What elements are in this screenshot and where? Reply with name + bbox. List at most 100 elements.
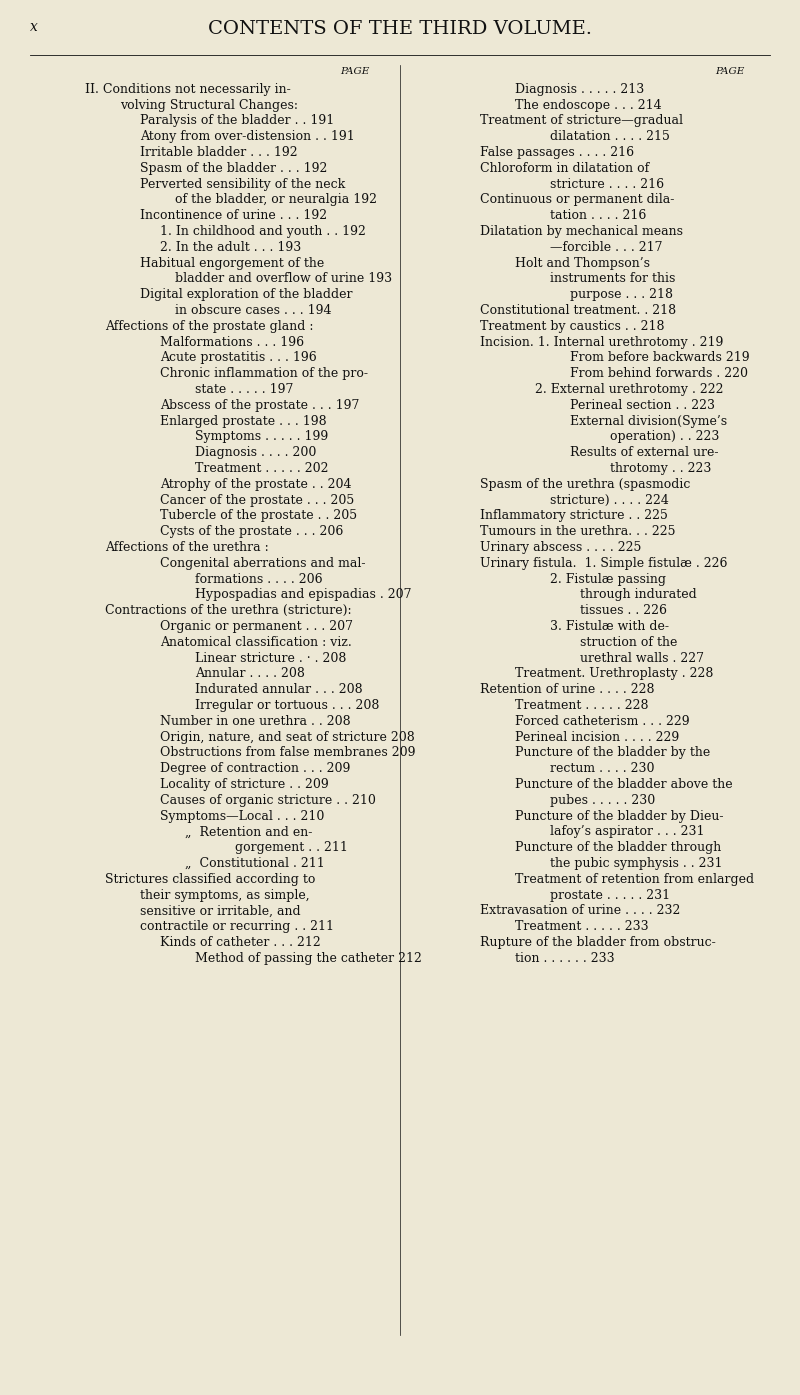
Text: Symptoms—Local . . . 210: Symptoms—Local . . . 210: [160, 809, 324, 823]
Text: Strictures classified according to: Strictures classified according to: [105, 873, 315, 886]
Text: sensitive or irritable, and: sensitive or irritable, and: [140, 904, 301, 918]
Text: Rupture of the bladder from obstruc-: Rupture of the bladder from obstruc-: [480, 936, 716, 949]
Text: Anatomical classification : viz.: Anatomical classification : viz.: [160, 636, 352, 649]
Text: Irritable bladder . . . 192: Irritable bladder . . . 192: [140, 146, 298, 159]
Text: Annular . . . . 208: Annular . . . . 208: [195, 667, 305, 681]
Text: Diagnosis . . . . . 213: Diagnosis . . . . . 213: [515, 82, 644, 96]
Text: their symptoms, as simple,: their symptoms, as simple,: [140, 889, 310, 901]
Text: Atrophy of the prostate . . 204: Atrophy of the prostate . . 204: [160, 478, 351, 491]
Text: Method of passing the catheter 212: Method of passing the catheter 212: [195, 951, 422, 965]
Text: Perineal section . . 223: Perineal section . . 223: [570, 399, 715, 412]
Text: 3. Fistulæ with de-: 3. Fistulæ with de-: [550, 619, 669, 633]
Text: operation) . . 223: operation) . . 223: [610, 431, 719, 444]
Text: Forced catheterism . . . 229: Forced catheterism . . . 229: [515, 714, 690, 728]
Text: tation . . . . 216: tation . . . . 216: [550, 209, 646, 222]
Text: „  Constitutional . 211: „ Constitutional . 211: [185, 857, 325, 870]
Text: Tumours in the urethra. . . 225: Tumours in the urethra. . . 225: [480, 525, 675, 538]
Text: stricture) . . . . 224: stricture) . . . . 224: [550, 494, 669, 506]
Text: Symptoms . . . . . 199: Symptoms . . . . . 199: [195, 431, 328, 444]
Text: Organic or permanent . . . 207: Organic or permanent . . . 207: [160, 619, 353, 633]
Text: Perverted sensibility of the neck: Perverted sensibility of the neck: [140, 177, 346, 191]
Text: Obstructions from false membranes 209: Obstructions from false membranes 209: [160, 746, 415, 759]
Text: Incision. 1. Internal urethrotomy . 219: Incision. 1. Internal urethrotomy . 219: [480, 336, 723, 349]
Text: Constitutional treatment. . 218: Constitutional treatment. . 218: [480, 304, 676, 317]
Text: Spasm of the urethra (spasmodic: Spasm of the urethra (spasmodic: [480, 478, 690, 491]
Text: Habitual engorgement of the: Habitual engorgement of the: [140, 257, 324, 269]
Text: Continuous or permanent dila-: Continuous or permanent dila-: [480, 194, 674, 206]
Text: tissues . . 226: tissues . . 226: [580, 604, 667, 617]
Text: 2. External urethrotomy . 222: 2. External urethrotomy . 222: [535, 384, 723, 396]
Text: struction of the: struction of the: [580, 636, 678, 649]
Text: Urinary abscess . . . . 225: Urinary abscess . . . . 225: [480, 541, 642, 554]
Text: Spasm of the bladder . . . 192: Spasm of the bladder . . . 192: [140, 162, 327, 174]
Text: Treatment . . . . . 202: Treatment . . . . . 202: [195, 462, 329, 476]
Text: Chronic inflammation of the pro-: Chronic inflammation of the pro-: [160, 367, 368, 381]
Text: II. Conditions not necessarily in-: II. Conditions not necessarily in-: [85, 82, 290, 96]
Text: PAGE: PAGE: [340, 67, 370, 75]
Text: The endoscope . . . 214: The endoscope . . . 214: [515, 99, 662, 112]
Text: Treatment of stricture—gradual: Treatment of stricture—gradual: [480, 114, 683, 127]
Text: Dilatation by mechanical means: Dilatation by mechanical means: [480, 225, 683, 239]
Text: gorgement . . 211: gorgement . . 211: [235, 841, 348, 854]
Text: in obscure cases . . . 194: in obscure cases . . . 194: [175, 304, 331, 317]
Text: of the bladder, or neuralgia 192: of the bladder, or neuralgia 192: [175, 194, 377, 206]
Text: Urinary fistula.  1. Simple fistulæ . 226: Urinary fistula. 1. Simple fistulæ . 226: [480, 557, 727, 569]
Text: through indurated: through indurated: [580, 589, 697, 601]
Text: Enlarged prostate . . . 198: Enlarged prostate . . . 198: [160, 414, 326, 428]
Text: dilatation . . . . 215: dilatation . . . . 215: [550, 130, 670, 144]
Text: Retention of urine . . . . 228: Retention of urine . . . . 228: [480, 684, 654, 696]
Text: stricture . . . . 216: stricture . . . . 216: [550, 177, 664, 191]
Text: CONTENTS OF THE THIRD VOLUME.: CONTENTS OF THE THIRD VOLUME.: [208, 20, 592, 38]
Text: Linear stricture . · . 208: Linear stricture . · . 208: [195, 651, 346, 664]
Text: Cysts of the prostate . . . 206: Cysts of the prostate . . . 206: [160, 525, 343, 538]
Text: Results of external ure-: Results of external ure-: [570, 446, 718, 459]
Text: x: x: [30, 20, 38, 33]
Text: Diagnosis . . . . 200: Diagnosis . . . . 200: [195, 446, 316, 459]
Text: formations . . . . 206: formations . . . . 206: [195, 572, 322, 586]
Text: Contractions of the urethra (stricture):: Contractions of the urethra (stricture):: [105, 604, 352, 617]
Text: 1. In childhood and youth . . 192: 1. In childhood and youth . . 192: [160, 225, 366, 239]
Text: Atony from over-distension . . 191: Atony from over-distension . . 191: [140, 130, 354, 144]
Text: prostate . . . . . 231: prostate . . . . . 231: [550, 889, 670, 901]
Text: purpose . . . 218: purpose . . . 218: [570, 289, 673, 301]
Text: —forcible . . . 217: —forcible . . . 217: [550, 241, 662, 254]
Text: Acute prostatitis . . . 196: Acute prostatitis . . . 196: [160, 352, 317, 364]
Text: Affections of the urethra :: Affections of the urethra :: [105, 541, 269, 554]
Text: Chloroform in dilatation of: Chloroform in dilatation of: [480, 162, 650, 174]
Text: Treatment of retention from enlarged: Treatment of retention from enlarged: [515, 873, 754, 886]
Text: 2. In the adult . . . 193: 2. In the adult . . . 193: [160, 241, 302, 254]
Text: Extravasation of urine . . . . 232: Extravasation of urine . . . . 232: [480, 904, 680, 918]
Text: Treatment by caustics . . 218: Treatment by caustics . . 218: [480, 319, 665, 333]
Text: Treatment . . . . . 228: Treatment . . . . . 228: [515, 699, 649, 711]
Text: Incontinence of urine . . . 192: Incontinence of urine . . . 192: [140, 209, 327, 222]
Text: False passages . . . . 216: False passages . . . . 216: [480, 146, 634, 159]
Text: Indurated annular . . . 208: Indurated annular . . . 208: [195, 684, 362, 696]
Text: urethral walls . 227: urethral walls . 227: [580, 651, 704, 664]
Text: tion . . . . . . 233: tion . . . . . . 233: [515, 951, 614, 965]
Text: Treatment. Urethroplasty . 228: Treatment. Urethroplasty . 228: [515, 667, 714, 681]
Text: Irregular or tortuous . . . 208: Irregular or tortuous . . . 208: [195, 699, 379, 711]
Text: Perineal incision . . . . 229: Perineal incision . . . . 229: [515, 731, 679, 744]
Text: Puncture of the bladder through: Puncture of the bladder through: [515, 841, 722, 854]
Text: contractile or recurring . . 211: contractile or recurring . . 211: [140, 921, 334, 933]
Text: Holt and Thompson’s: Holt and Thompson’s: [515, 257, 650, 269]
Text: Degree of contraction . . . 209: Degree of contraction . . . 209: [160, 762, 350, 776]
Text: rectum . . . . 230: rectum . . . . 230: [550, 762, 654, 776]
Text: Puncture of the bladder by the: Puncture of the bladder by the: [515, 746, 710, 759]
Text: Affections of the prostate gland :: Affections of the prostate gland :: [105, 319, 314, 333]
Text: pubes . . . . . 230: pubes . . . . . 230: [550, 794, 655, 806]
Text: External division(Syme’s: External division(Syme’s: [570, 414, 727, 428]
Text: PAGE: PAGE: [715, 67, 744, 75]
Text: Tubercle of the prostate . . 205: Tubercle of the prostate . . 205: [160, 509, 357, 522]
Text: lafoy’s aspirator . . . 231: lafoy’s aspirator . . . 231: [550, 826, 705, 838]
Text: Inflammatory stricture . . 225: Inflammatory stricture . . 225: [480, 509, 668, 522]
Text: Kinds of catheter . . . 212: Kinds of catheter . . . 212: [160, 936, 321, 949]
Text: Cancer of the prostate . . . 205: Cancer of the prostate . . . 205: [160, 494, 354, 506]
Text: Hypospadias and epispadias . 207: Hypospadias and epispadias . 207: [195, 589, 411, 601]
Text: Number in one urethra . . 208: Number in one urethra . . 208: [160, 714, 350, 728]
Text: state . . . . . 197: state . . . . . 197: [195, 384, 294, 396]
Text: From behind forwards . 220: From behind forwards . 220: [570, 367, 748, 381]
Text: Malformations . . . 196: Malformations . . . 196: [160, 336, 304, 349]
Text: Digital exploration of the bladder: Digital exploration of the bladder: [140, 289, 353, 301]
Text: Puncture of the bladder by Dieu-: Puncture of the bladder by Dieu-: [515, 809, 723, 823]
